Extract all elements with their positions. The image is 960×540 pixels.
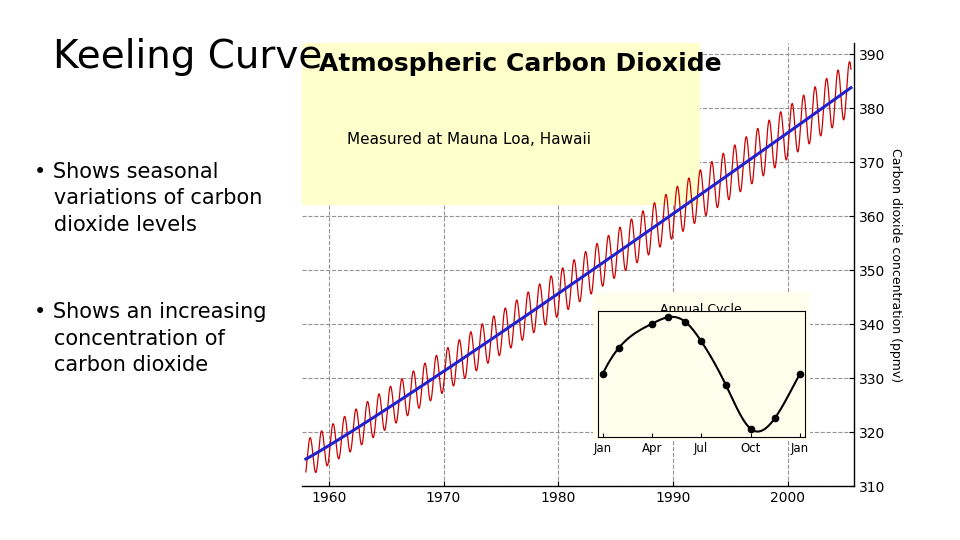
Text: Measured at Mauna Loa, Hawaii: Measured at Mauna Loa, Hawaii	[347, 132, 590, 147]
Text: Keeling Curve: Keeling Curve	[53, 38, 323, 76]
Text: Annual Cycle: Annual Cycle	[660, 302, 742, 315]
Bar	[302, 43, 700, 205]
Text: Atmospheric Carbon Dioxide: Atmospheric Carbon Dioxide	[319, 52, 722, 76]
Text: • Shows seasonal
   variations of carbon
   dioxide levels: • Shows seasonal variations of carbon di…	[34, 162, 262, 235]
Y-axis label: Carbon dioxide concentration (ppmv): Carbon dioxide concentration (ppmv)	[889, 147, 902, 382]
Text: • Shows an increasing
   concentration of
   carbon dioxide: • Shows an increasing concentration of c…	[34, 302, 266, 375]
